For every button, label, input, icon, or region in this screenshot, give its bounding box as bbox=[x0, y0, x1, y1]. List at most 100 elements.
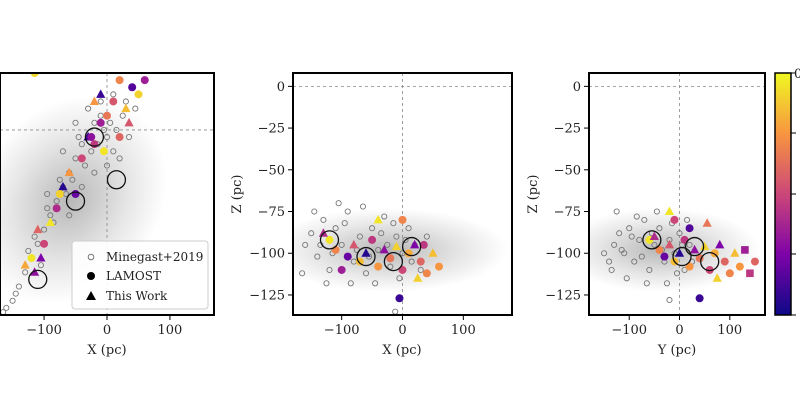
group-centroid-ring bbox=[383, 251, 404, 272]
lamost-point bbox=[695, 254, 704, 263]
x-tick-label: −100 bbox=[324, 323, 360, 338]
this-work-point bbox=[379, 244, 389, 254]
lamost-point bbox=[680, 235, 689, 244]
minegast-point bbox=[359, 203, 367, 210]
minegast-point bbox=[335, 200, 342, 207]
minegast-point bbox=[12, 290, 19, 297]
lamost-point bbox=[720, 257, 729, 266]
y-tick-label: −75 bbox=[554, 205, 581, 220]
minegast-point bbox=[378, 230, 385, 237]
y-tick-label: −125 bbox=[249, 288, 285, 303]
minegast-point bbox=[684, 216, 691, 223]
minegast-point bbox=[638, 253, 645, 260]
lamost-point bbox=[77, 154, 86, 163]
y-tick-label: −125 bbox=[545, 288, 581, 303]
minegast-point bbox=[326, 266, 333, 273]
lamost-point bbox=[655, 245, 664, 254]
legend-label-this-work: This Work bbox=[106, 289, 168, 303]
minegast-point bbox=[673, 270, 681, 277]
minegast-point bbox=[323, 280, 330, 287]
colorbar: 0 bbox=[774, 67, 800, 316]
lamost-point bbox=[670, 215, 679, 224]
minegast-point bbox=[601, 250, 608, 257]
this-work-point bbox=[36, 253, 46, 262]
minegast-point bbox=[72, 119, 79, 126]
legend-label-lamost: LAMOST bbox=[106, 269, 161, 283]
minegast-point bbox=[344, 208, 351, 215]
y-tick-label: −100 bbox=[249, 247, 285, 262]
minegast-point bbox=[623, 275, 630, 282]
x-tick-label: 0 bbox=[398, 323, 406, 338]
minegast-point bbox=[125, 134, 133, 141]
minegast-point bbox=[626, 225, 633, 232]
minegast-point bbox=[356, 233, 363, 240]
sample-points bbox=[318, 214, 443, 303]
minegast-point bbox=[666, 296, 673, 304]
this-work-point bbox=[702, 218, 712, 227]
lamost-point bbox=[386, 254, 395, 263]
minegast-point bbox=[308, 230, 315, 237]
panel-yz: −100 0 100 0 −25 −50 −75 −100 −125 Y (pc) Z (pc… bbox=[526, 72, 766, 358]
y-ticks: 0 −25 −50 −75 −100 −125 bbox=[249, 80, 293, 303]
minegast-point bbox=[88, 148, 95, 155]
minegast-point bbox=[113, 126, 120, 133]
minegast-point bbox=[44, 205, 51, 212]
x-tick-label: −100 bbox=[611, 323, 647, 338]
minegast-point bbox=[393, 233, 400, 240]
lamost-point bbox=[55, 190, 64, 198]
lamost-point bbox=[343, 252, 352, 261]
minegast-point bbox=[78, 183, 85, 190]
minegast-point bbox=[396, 275, 403, 282]
minegast-point bbox=[314, 253, 321, 260]
minegast-point bbox=[631, 258, 638, 265]
y-tick-label: −100 bbox=[545, 247, 581, 262]
axes-frame bbox=[588, 72, 766, 316]
group-centroid-ring bbox=[84, 127, 105, 147]
legend-marker-lamost bbox=[87, 272, 95, 280]
lamost-point bbox=[87, 133, 96, 142]
group-centroid-ring bbox=[106, 170, 127, 190]
minegast-point bbox=[22, 269, 29, 276]
minegast-point bbox=[347, 280, 354, 287]
panel-xy: −100 0 100 X (pc) Minegast+2019 LAMOST Thi… bbox=[0, 72, 215, 358]
minegast-point bbox=[656, 225, 663, 232]
minegast-point bbox=[25, 247, 32, 254]
lamost-point bbox=[695, 294, 704, 303]
minegast-point bbox=[44, 190, 51, 198]
minegast-point bbox=[41, 226, 48, 233]
minegast-point bbox=[372, 280, 379, 287]
density-haze bbox=[293, 208, 508, 292]
lamost-point bbox=[115, 133, 124, 142]
minegast-point bbox=[338, 241, 345, 248]
group-centroid-ring bbox=[65, 191, 86, 211]
minegast-point bbox=[381, 213, 388, 220]
minegast-point bbox=[116, 155, 123, 162]
minegast-point bbox=[646, 266, 653, 273]
lamost-point bbox=[735, 262, 744, 271]
this-work-point bbox=[664, 206, 675, 216]
lamost-point bbox=[52, 204, 61, 213]
minegast-point bbox=[606, 258, 613, 265]
minegast-point bbox=[417, 266, 424, 273]
lamost-point bbox=[685, 262, 694, 271]
minegast-point bbox=[402, 236, 409, 243]
x-ticks: −100 0 100 bbox=[324, 315, 476, 338]
this-work-point bbox=[58, 181, 68, 191]
lamost-point bbox=[134, 90, 143, 99]
lamost-point bbox=[422, 269, 431, 278]
minegast-point bbox=[100, 126, 107, 133]
x-ticks: −100 0 100 bbox=[611, 315, 742, 338]
lamost-point bbox=[115, 76, 124, 85]
minegast-point bbox=[628, 233, 635, 240]
centroid-rings bbox=[642, 230, 720, 272]
y-tick-label: −75 bbox=[258, 205, 285, 220]
lamost-point bbox=[140, 76, 149, 85]
x-ticks: −100 0 100 bbox=[26, 315, 182, 338]
x-tick-label: −100 bbox=[26, 323, 62, 338]
y-tick-label: 0 bbox=[277, 80, 285, 95]
minegast-point bbox=[616, 230, 623, 237]
minegast-point bbox=[15, 283, 22, 290]
this-work-point bbox=[690, 244, 700, 254]
group-centroid-ring bbox=[28, 269, 48, 290]
this-work-point bbox=[649, 231, 659, 241]
